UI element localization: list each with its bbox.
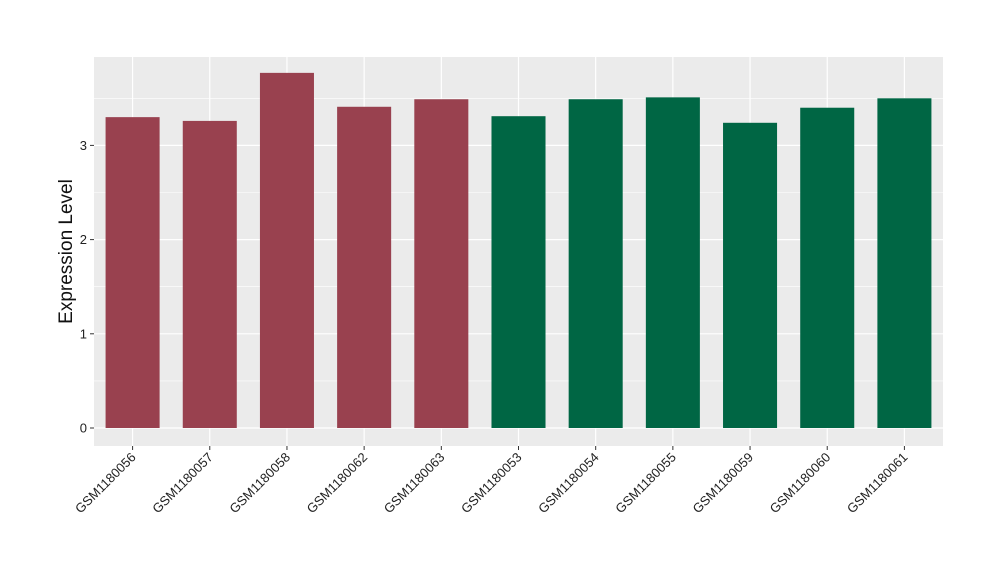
bar-GSM1180061: [877, 98, 932, 429]
x-tick-label: GSM1180057: [149, 450, 216, 517]
x-axis: GSM1180056 GSM1180057 GSM1180058 GSM1180062…: [72, 446, 911, 517]
bar-GSM1180058: [259, 72, 314, 428]
bar-GSM1180053: [491, 116, 546, 428]
x-tick-label: GSM1180062: [304, 450, 371, 517]
x-tick-label: GSM1180058: [226, 450, 293, 517]
x-tick-label: GSM1180053: [458, 450, 525, 517]
bar-GSM1180060: [800, 107, 855, 428]
y-tick-label: 0: [80, 421, 87, 436]
x-tick-label: GSM1180055: [612, 450, 679, 517]
bar-GSM1180054: [568, 99, 623, 428]
y-tick-label: 3: [80, 138, 87, 153]
y-axis: 0 1 2 3: [80, 138, 94, 436]
bar-GSM1180055: [645, 97, 700, 428]
bar-GSM1180059: [723, 122, 778, 429]
x-tick-label: GSM1180059: [690, 450, 757, 517]
y-tick-label: 2: [80, 232, 87, 247]
bar-GSM1180062: [337, 106, 392, 428]
bar-GSM1180056: [105, 117, 160, 428]
bar-GSM1180063: [414, 99, 469, 428]
bar-GSM1180057: [182, 120, 237, 429]
x-tick-label: GSM1180061: [844, 450, 911, 517]
x-tick-label: GSM1180063: [381, 450, 448, 517]
x-tick-label: GSM1180054: [535, 450, 602, 517]
y-axis-title: Expression Level: [56, 179, 77, 324]
y-tick-label: 1: [80, 326, 87, 341]
x-tick-label: GSM1180056: [72, 450, 139, 517]
bars: [105, 72, 932, 429]
x-tick-label: GSM1180060: [767, 450, 834, 517]
